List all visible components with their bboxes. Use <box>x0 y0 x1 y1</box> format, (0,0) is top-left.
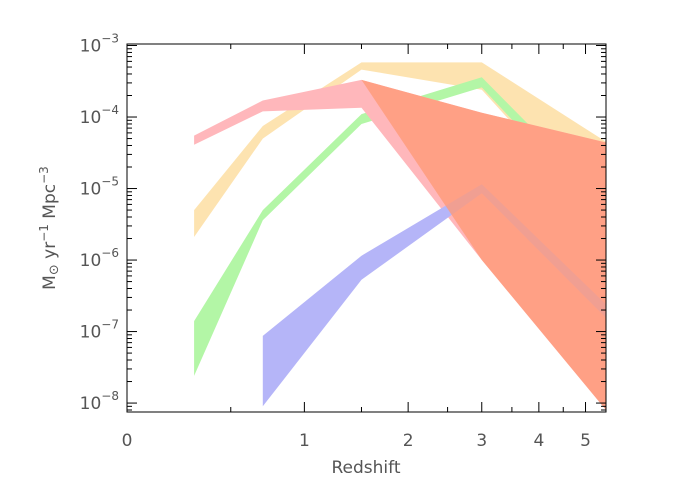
y-tick-label: 10−8 <box>80 389 119 414</box>
y-axis-label-yr: yr <box>40 242 60 264</box>
y-tick-label: 10−6 <box>80 246 119 271</box>
x-axis-label: Redshift <box>331 458 400 478</box>
x-tick-label: 4 <box>533 431 544 451</box>
ticks-layer <box>126 44 606 412</box>
sun-symbol: ⊙ <box>47 264 62 275</box>
y-axis-label: M⊙ yr−1 Mpc−3 <box>37 166 62 290</box>
bands-layer <box>194 62 606 411</box>
tick-labels-layer: 10−8 10−7 10−6 10−5 10−4 10−3 0 1 2 3 4 5 <box>80 32 591 451</box>
y-axis-label-mpc-exp: −3 <box>37 166 51 184</box>
y-axis-label-sun: M <box>40 275 60 290</box>
x-tick-label: 5 <box>580 431 591 451</box>
y-tick-label: 10−3 <box>80 32 119 57</box>
y-tick-label: 10−4 <box>80 103 119 128</box>
plot-frame <box>126 43 607 413</box>
band-series-4 <box>262 184 606 407</box>
x-tick-label: 1 <box>299 431 310 451</box>
y-axis-label-yr-exp: −1 <box>37 224 51 242</box>
x-tick-label: 2 <box>403 431 414 451</box>
y-axis-label-mpc: Mpc <box>40 184 60 224</box>
y-tick-label: 10−7 <box>80 318 119 343</box>
x-tick-label: 0 <box>122 431 133 451</box>
y-tick-label: 10−5 <box>80 175 119 200</box>
band-overlay <box>361 79 606 411</box>
x-tick-label: 3 <box>476 431 487 451</box>
